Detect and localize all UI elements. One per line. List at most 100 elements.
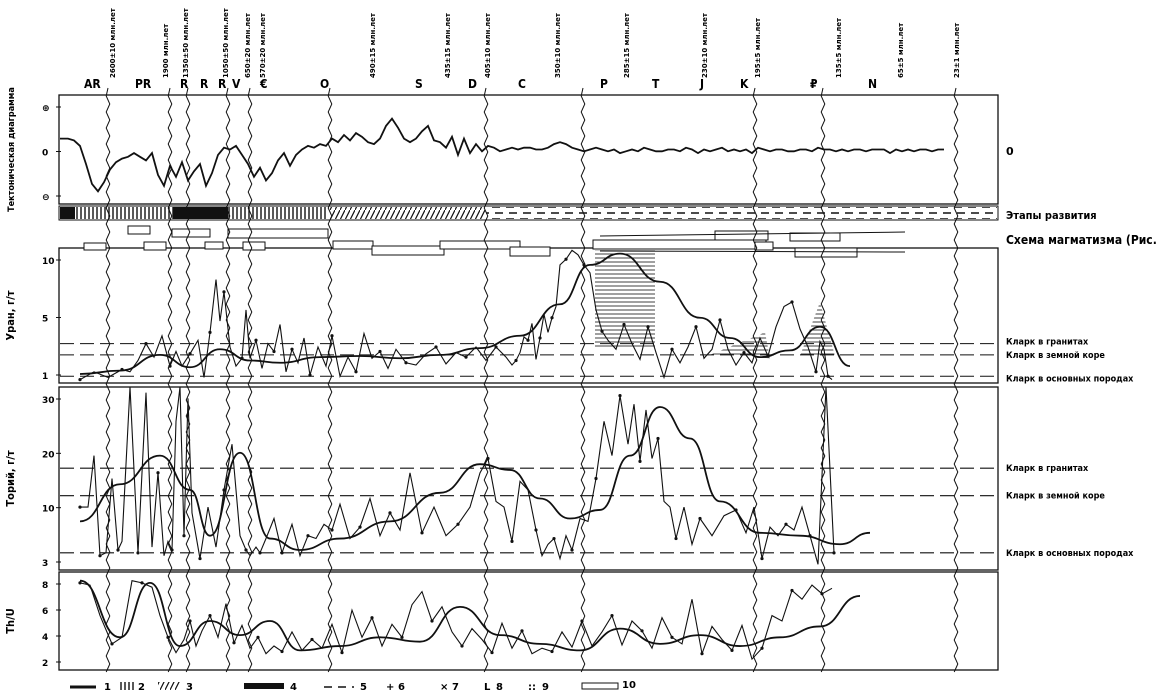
th_u-point-27 [310, 637, 314, 642]
boundary-line-10 [953, 87, 959, 673]
thorium-point-45 [388, 511, 392, 515]
period-label-0: AR [84, 77, 101, 91]
thorium-point-51 [456, 522, 460, 526]
thorium-point-21 [198, 556, 202, 561]
uranium-point-0 [78, 378, 82, 382]
uranium-ref-label-0: Кларк в гранитах [1006, 338, 1089, 348]
th_u-raw-series [79, 580, 833, 661]
thorium-trend-line [79, 406, 871, 551]
period-label-2: R [180, 77, 189, 91]
period-label-14: K [740, 77, 749, 91]
age-marker-1: 1900 млн.лет [162, 23, 170, 78]
uranium-point-48 [434, 345, 438, 349]
th_u-ytick-1: 6 [42, 607, 48, 617]
period-label-11: P [600, 77, 608, 91]
period-label-15: ₽ [810, 77, 818, 91]
age-marker-15: 23±1 млн.лет [953, 22, 961, 78]
boundary-line-0 [105, 87, 111, 673]
age-marker-5: 570±20 млн.лет [259, 12, 267, 78]
age-marker-6: 490±15 млн.лет [369, 12, 377, 78]
period-label-1: PR [135, 77, 152, 91]
thorium-point-99 [832, 551, 836, 555]
th_u-point-60 [640, 629, 644, 633]
svg-text:L: L [484, 682, 491, 693]
uranium-point-69 [564, 257, 568, 261]
period-label-3: R [200, 77, 209, 91]
stage-band-r [173, 207, 228, 219]
period-label-6: € [259, 77, 268, 91]
thorium-point-33 [280, 551, 284, 555]
thorium-point-9 [136, 551, 140, 555]
th_u-point-45 [490, 650, 494, 655]
thu-panel-frame [58, 571, 999, 671]
period-label-16: N [868, 77, 877, 91]
th_u-ytick-3: 2 [42, 659, 48, 669]
th_u-panel: Th/U 8 6 4 2 [4, 579, 861, 669]
age-marker-0: 2600±10 млн.лет [109, 7, 117, 78]
tectonic-ytick-2: ⊖ [42, 193, 50, 203]
uranium-point-12 [188, 352, 192, 356]
th_u-point-30 [340, 650, 344, 655]
period-label-7: O [320, 77, 329, 91]
th_u-point-69 [730, 648, 734, 653]
uranium-point-18 [222, 290, 226, 294]
uranium-point-105 [826, 374, 830, 378]
period-label-10: C [518, 77, 526, 91]
boundary-line-1 [167, 87, 173, 673]
uranium-point-45 [404, 361, 408, 365]
age-marker-3: 1050±50 млн.лет [222, 7, 230, 78]
age-markers-group: 2600±10 млн.лет 1900 млн.лет 1350±50 млн.л… [109, 7, 961, 78]
th_u-point-66 [700, 652, 704, 656]
svg-text:×: × [440, 682, 448, 693]
thorium-point-27 [244, 548, 248, 552]
thorium-raw-series [80, 386, 835, 565]
thorium-point-78 [656, 436, 660, 441]
panels-group: Тектоническая диаграмма ⊕ 0 ⊖ Уран, г/т 10 5 1 К… [4, 87, 1134, 669]
thorium-point-36 [306, 534, 310, 538]
th_u-point-57 [610, 613, 614, 618]
th_u-ylabel: Th/U [4, 608, 17, 633]
tectonic-zero-label: 0 [1006, 145, 1014, 158]
legend-7: 7 [452, 682, 459, 693]
uranium-hatch-c [595, 250, 655, 347]
th_u-point-51 [550, 649, 554, 654]
th_u-point-72 [760, 646, 764, 650]
th_u-point-18 [232, 641, 236, 645]
uranium-point-36 [330, 334, 334, 338]
svg-text:::: :: [528, 682, 536, 693]
magmatism-arrow [599, 231, 906, 237]
uranium-point-102 [814, 370, 818, 374]
th_u-point-3 [110, 642, 114, 646]
tectonic-ytick-1: 0 [42, 149, 48, 159]
period-label-12: T [652, 77, 660, 91]
boundary-lines [105, 87, 959, 673]
thorium-panel-frame [58, 386, 999, 571]
th_u-point-48 [520, 629, 524, 633]
stages-band-frame [58, 205, 999, 221]
thorium-point-18 [182, 534, 186, 538]
th_u-ytick-0: 8 [42, 581, 48, 591]
th_u-point-75 [790, 588, 794, 593]
boundary-line-2 [185, 87, 191, 673]
th_u-point-36 [400, 635, 404, 639]
th_u-point-42 [460, 644, 464, 648]
uranium-point-30 [290, 347, 294, 351]
th_u-point-6 [140, 581, 144, 585]
thorium-point-6 [116, 548, 120, 552]
uranium-point-54 [494, 345, 498, 349]
thorium-ref-label-0: Кларк в гранитах [1006, 464, 1089, 474]
thorium-point-3 [98, 554, 102, 558]
uranium-ytick-1: 5 [42, 315, 48, 325]
tectonic-ylabel: Тектоническая диаграмма [7, 87, 17, 212]
thorium-point-81 [674, 536, 678, 541]
thorium-ref-label-2: Кларк в основных породах [1006, 549, 1134, 559]
uranium-point-57 [514, 358, 518, 363]
th_u-point-12 [188, 619, 192, 623]
th_u-point-0 [78, 581, 82, 585]
th_u-point-15 [208, 613, 212, 618]
stage-band-pr [75, 207, 173, 219]
magmatism-scheme [83, 225, 858, 258]
thorium-point-12 [156, 471, 160, 475]
age-marker-4: 650±20 млн.лет [244, 12, 252, 78]
